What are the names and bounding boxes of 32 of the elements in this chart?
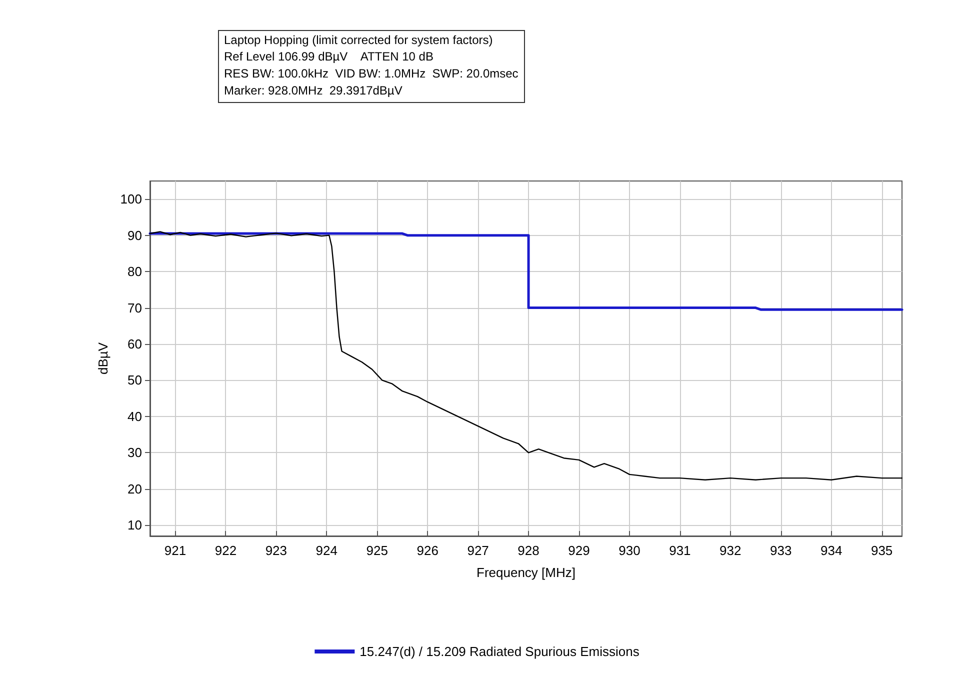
x-tick-label: 934	[820, 543, 842, 558]
y-tick-label: 40	[128, 408, 142, 424]
line-series	[149, 231, 903, 480]
y-tick-label: 80	[128, 264, 142, 280]
y-tick-label: 60	[128, 336, 142, 352]
x-tick-label: 924	[316, 543, 338, 558]
x-tick-label: 921	[164, 543, 186, 558]
x-tick-label: 928	[518, 543, 540, 558]
x-tick-label: 927	[467, 543, 489, 558]
legend-label: 15.247(d) / 15.209 Radiated Spurious Emissions	[360, 644, 640, 659]
y-tick-label: 70	[128, 300, 142, 316]
chart-subtitle: Ref Level 106.99 dBµV ATTEN 10 dB RES BW: 100.0kHz VID BW: 1.0MHz SWP: 20.0msec Marker: 928.0MHz 29.3917dBµV	[224, 50, 518, 98]
y-tick-label: 30	[128, 445, 142, 460]
chart-title: Laptop Hopping (limit corrected for system factors)	[224, 33, 493, 47]
x-tick-label: 929	[568, 543, 590, 558]
y-axis-title: dBµV	[95, 342, 110, 375]
line-series	[148, 232, 904, 311]
y-tick-label: 10	[128, 518, 142, 533]
y-tick-label: 20	[128, 481, 142, 496]
x-tick-label: 925	[366, 543, 388, 558]
x-tick-label: 932	[720, 543, 742, 558]
y-tick-label: 100	[120, 192, 142, 207]
x-tick-label: 926	[416, 543, 438, 558]
x-axis-title: Frequency [MHz]	[476, 565, 576, 580]
x-tick-label: 933	[770, 543, 792, 558]
y-tick-label: 90	[128, 228, 142, 243]
x-tick-label: 930	[618, 543, 640, 558]
x-tick-label: 922	[214, 543, 237, 558]
y-tick-label: 50	[128, 372, 142, 388]
x-tick-label: 935	[870, 543, 893, 558]
x-tick-label: 931	[669, 543, 691, 558]
x-tick-label: 923	[265, 543, 288, 558]
